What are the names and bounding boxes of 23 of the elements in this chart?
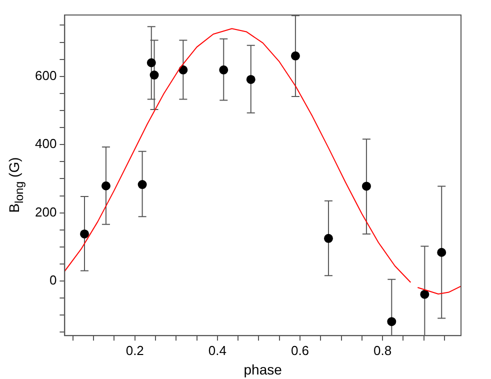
point [150, 70, 159, 80]
point [80, 229, 90, 238]
point [178, 65, 188, 74]
point [246, 74, 256, 84]
y-tick-label: 0 [49, 272, 57, 288]
point [437, 248, 446, 257]
point [290, 51, 300, 60]
point [362, 182, 371, 191]
point [324, 234, 333, 243]
point [101, 181, 110, 190]
y-tick-label: 400 [34, 136, 57, 152]
x-tick-label: 0.2 [126, 342, 144, 358]
x-tick-label: 0.4 [208, 342, 226, 358]
point [420, 290, 430, 299]
point [138, 180, 147, 190]
x-axis-title: phase [244, 361, 282, 378]
x-tick-label: 0.8 [374, 342, 392, 358]
point [387, 317, 396, 326]
point [219, 65, 228, 74]
point [146, 58, 156, 68]
x-tick-label: 0.6 [290, 342, 310, 358]
y-tick-label: 600 [34, 68, 57, 83]
y-tick-label: 200 [34, 204, 57, 220]
